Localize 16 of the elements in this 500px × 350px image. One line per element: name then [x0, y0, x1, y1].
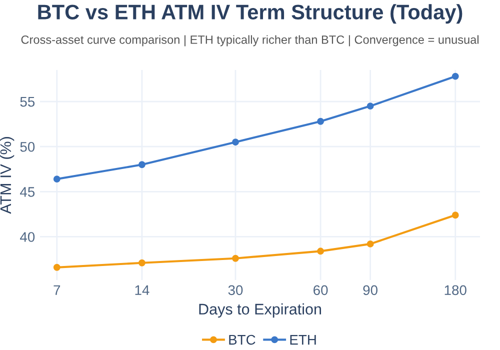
x-tick-label: 90	[363, 285, 378, 296]
y-tick-label: 40	[20, 232, 35, 242]
x-tick-label: 14	[135, 285, 150, 295]
x-tick-label: 180	[444, 285, 466, 296]
x-tick-label: 60	[314, 285, 328, 296]
chart-subtitle: Cross-asset curve comparison | ETH typically richer than BTC | Convergence = unusual	[21, 35, 478, 46]
x-tick-label: 7	[54, 285, 60, 295]
y-tick-label: 55	[20, 97, 35, 107]
y-tick-label: 50	[20, 142, 35, 152]
legend-label: ETH	[290, 335, 316, 345]
y-tick-label: 45	[20, 187, 35, 197]
chart-title: BTC vs ETH ATM IV Term Structure (Today)	[38, 4, 462, 24]
x-tick-label: 30	[228, 285, 243, 296]
x-axis-title: Days to Expiration	[199, 303, 321, 318]
legend-label: BTC	[229, 334, 256, 345]
y-axis-title: ATM IV (%)	[0, 137, 14, 214]
